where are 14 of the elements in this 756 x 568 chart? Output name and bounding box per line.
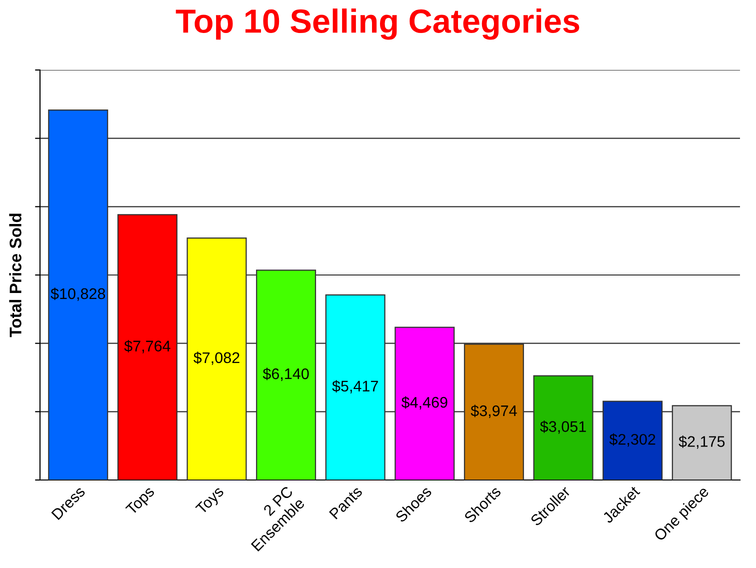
data-label: $3,051 (540, 420, 586, 434)
data-label: $5,417 (332, 380, 378, 394)
data-label: $2,175 (678, 435, 725, 449)
x-tick-label: Toys (195, 486, 226, 517)
data-label: $7,764 (124, 340, 170, 354)
chart-title: Top 10 Selling Categories (176, 8, 580, 40)
data-label: $10,828 (50, 288, 106, 301)
data-label: $6,140 (262, 368, 309, 382)
data-label: $7,082 (194, 352, 240, 365)
y-axis-title: Total Price Sold (9, 214, 22, 338)
x-tick-label: Tops (125, 486, 158, 518)
data-label: $2,302 (609, 433, 656, 447)
data-label: $3,974 (470, 404, 517, 418)
data-label: $4,469 (401, 396, 448, 410)
